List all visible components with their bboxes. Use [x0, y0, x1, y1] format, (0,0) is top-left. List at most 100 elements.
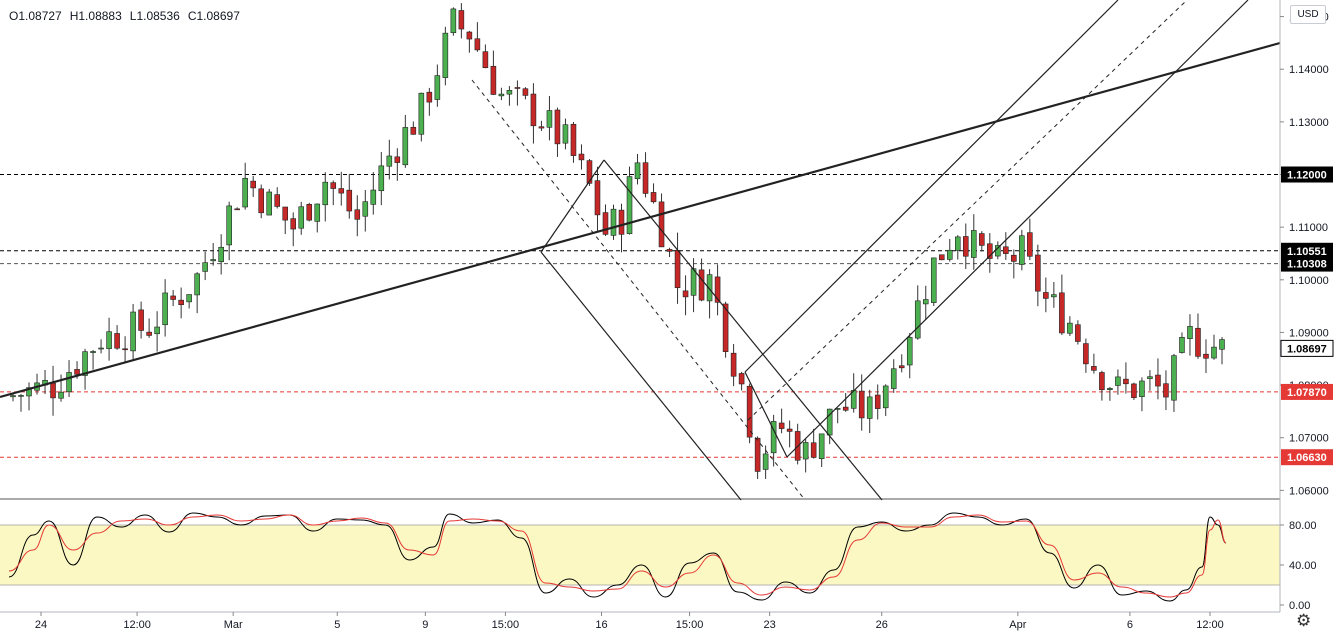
candle: [266, 188, 272, 216]
candle: [378, 152, 385, 206]
stochastic-k-line: [8, 512, 1227, 602]
candle-body: [754, 437, 761, 472]
candle-body: [1059, 292, 1065, 334]
candle-body: [306, 204, 313, 221]
candle-body: [987, 243, 993, 259]
candle-body: [362, 201, 369, 217]
candle-body: [66, 372, 72, 393]
candle-body: [258, 188, 264, 214]
candle: [322, 172, 329, 222]
candle-body: [898, 365, 905, 369]
candle: [106, 317, 112, 361]
candle: [706, 269, 713, 319]
low-value: L1.08536: [129, 9, 180, 23]
price-label-box: [1280, 339, 1334, 357]
currency-button[interactable]: USD: [1290, 5, 1326, 24]
candle-body: [514, 87, 521, 89]
time-tick-label: 26: [876, 619, 888, 631]
candle: [754, 436, 761, 480]
candle: [658, 193, 665, 248]
candle: [402, 114, 409, 168]
candle: [730, 344, 737, 387]
candle: [890, 359, 897, 393]
candle-body: [722, 303, 729, 352]
candle: [746, 383, 753, 444]
price-tick-label: 1.06000: [1289, 485, 1329, 497]
candle: [1171, 353, 1177, 412]
drawing-tools: [0, 0, 1281, 501]
candle-body: [266, 191, 272, 216]
stochastic-tick-label: 40.00: [1289, 560, 1317, 572]
candle: [458, 3, 465, 39]
candle: [1115, 369, 1121, 395]
gear-icon[interactable]: ⚙: [1296, 611, 1312, 630]
candle: [802, 438, 809, 473]
open-value: O1.08727: [9, 9, 62, 23]
candle-body: [466, 31, 473, 40]
candle: [1035, 244, 1041, 307]
candle: [338, 171, 345, 206]
channel-up-median: [747, 0, 1188, 421]
candle-body: [890, 368, 897, 389]
candle: [682, 275, 689, 316]
time-tick-label: 5: [334, 619, 340, 631]
candle: [666, 247, 673, 258]
price-label: 1.06630: [1287, 452, 1327, 464]
candle: [714, 264, 721, 316]
candle-body: [802, 442, 809, 460]
price-label: 1.12000: [1287, 170, 1327, 182]
candle-body: [490, 65, 497, 95]
candle: [1107, 386, 1113, 401]
candle-body: [82, 351, 88, 376]
candle-body: [618, 209, 625, 235]
candle: [1099, 370, 1105, 401]
time-axis[interactable]: 24 12:00 Mar 5 9 15:00 16 15:00 23 26 Apr 6 12:00: [0, 611, 1280, 631]
candle-body: [562, 124, 569, 144]
candle: [450, 7, 457, 36]
candle: [642, 152, 649, 198]
channel-down-median: [471, 79, 806, 501]
candle: [570, 121, 577, 163]
candle: [250, 175, 256, 197]
candle-body: [690, 268, 697, 296]
candle: [1003, 232, 1009, 260]
candle-body: [130, 311, 136, 352]
candle-body: [634, 162, 641, 180]
candle-body: [586, 160, 593, 184]
stochastic-tick-label: 0.00: [1289, 600, 1310, 612]
candle: [554, 107, 561, 157]
candle: [170, 289, 176, 307]
candle-body: [418, 92, 425, 135]
price-tick-label: 1.11000: [1289, 222, 1328, 234]
candle-body: [506, 90, 513, 95]
candle-body: [330, 182, 337, 189]
ohlc-readout: O1.08727 H1.08883 L1.08536 C1.08697: [9, 9, 248, 23]
candle: [1011, 249, 1017, 279]
candle-body: [26, 387, 32, 397]
candle-body: [314, 203, 321, 222]
candle: [426, 87, 433, 116]
price-tick-label: 1.13000: [1289, 117, 1329, 129]
candle: [330, 180, 337, 206]
candle-body: [90, 351, 96, 353]
candle-body: [482, 51, 489, 69]
candle: [242, 162, 248, 210]
candle: [1123, 362, 1129, 394]
candle: [882, 384, 889, 417]
candle-body: [530, 93, 537, 127]
price-axis[interactable]: 1.060001.070001.080001.090001.100001.110…: [1279, 0, 1334, 612]
candle-body: [154, 326, 160, 335]
candle: [906, 332, 913, 379]
candle-body: [706, 274, 713, 302]
candle-body: [498, 93, 505, 97]
price-tick-label: 1.14000: [1289, 64, 1329, 76]
candle: [442, 26, 449, 86]
candle-body: [218, 246, 224, 262]
candle: [354, 195, 361, 237]
candle: [362, 189, 369, 232]
time-tick-label: 9: [422, 619, 428, 631]
candle-body: [1171, 355, 1177, 401]
close-value: C1.08697: [187, 9, 240, 23]
time-tick-label: 12:00: [1196, 619, 1224, 631]
